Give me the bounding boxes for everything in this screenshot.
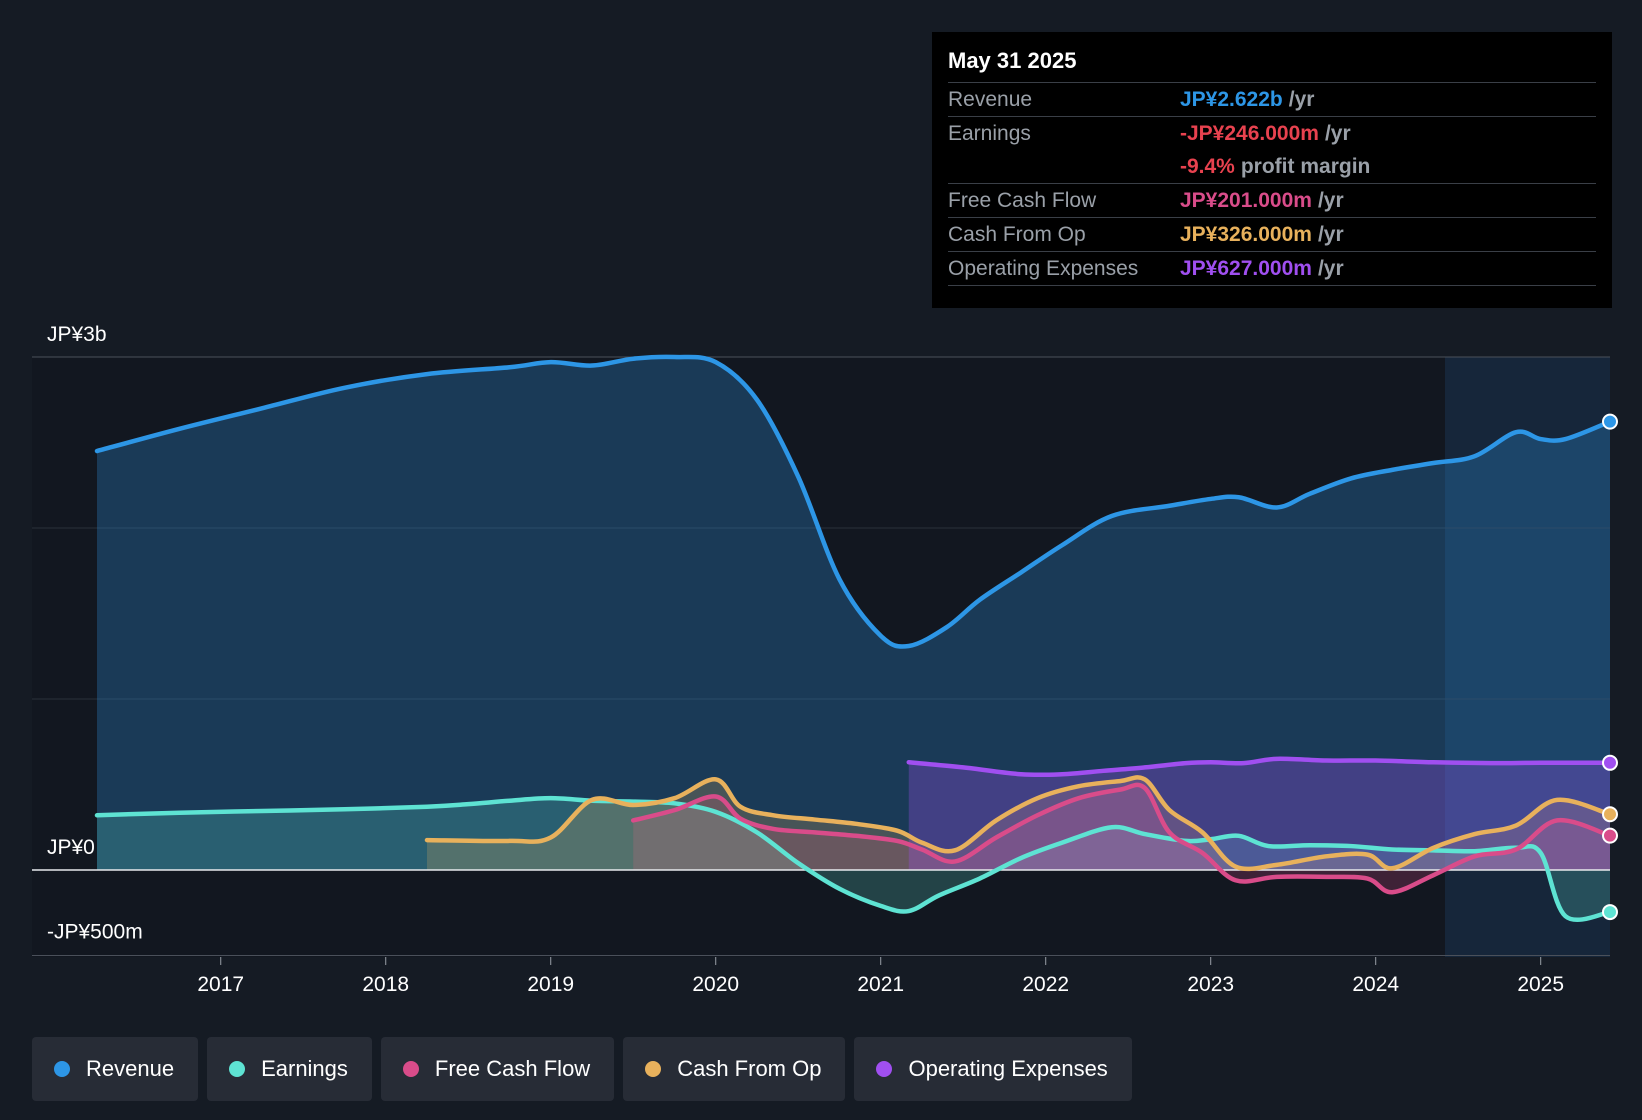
tooltip-unit: /yr: [1288, 88, 1315, 111]
tooltip-unit: /yr: [1317, 223, 1344, 246]
tooltip-value: JP¥201.000m: [1180, 189, 1312, 212]
x-axis-tick-label: 2017: [197, 973, 244, 996]
legend-item-earnings[interactable]: Earnings: [207, 1037, 372, 1101]
legend-dot-icon: [876, 1061, 893, 1077]
tooltip-panel: May 31 2025 Revenue JP¥2.622b/yr Earning…: [932, 32, 1612, 308]
x-axis-tick-label: 2018: [362, 973, 409, 996]
x-axis-tick-label: 2019: [527, 973, 574, 996]
tooltip-value: -JP¥246.000m: [1180, 122, 1319, 145]
y-axis-label: JP¥3b: [47, 323, 107, 346]
tooltip-label: Cash From Op: [948, 223, 1086, 246]
series-end-marker-cash-from-op: [1602, 806, 1618, 823]
tooltip-label: Free Cash Flow: [948, 189, 1097, 212]
legend: Revenue Earnings Free Cash Flow Cash Fro…: [32, 1037, 1132, 1101]
tooltip-row-cfo: Cash From Op JP¥326.000m/yr: [948, 218, 1596, 252]
x-axis-tick-label: 2024: [1352, 973, 1399, 996]
series-area-revenue: [97, 356, 1610, 871]
tooltip-value: JP¥2.622b: [1180, 88, 1283, 111]
legend-label: Operating Expenses: [908, 1056, 1108, 1081]
legend-item-operating-expenses[interactable]: Operating Expenses: [854, 1037, 1132, 1101]
series-end-marker-revenue: [1602, 413, 1618, 430]
x-axis-tick-label: 2025: [1517, 973, 1564, 996]
tooltip-row-fcf: Free Cash Flow JP¥201.000m/yr: [948, 184, 1596, 218]
tooltip-value: -9.4%: [1180, 155, 1235, 178]
series-line-operating-expenses: [906, 756, 1613, 778]
x-axis-tick-label: 2023: [1187, 973, 1234, 996]
series-area-free-cash-flow: [633, 784, 1610, 893]
x-axis-tick-label: 2022: [1022, 973, 1069, 996]
series-end-marker-earnings: [1602, 904, 1618, 921]
series-line-earnings: [94, 795, 1613, 923]
tooltip-label: Earnings: [948, 122, 1031, 145]
tooltip-unit: /yr: [1324, 122, 1351, 145]
legend-dot-icon: [402, 1061, 419, 1077]
series-end-marker-operating-expenses: [1602, 754, 1618, 771]
y-axis-label: JP¥0: [47, 836, 95, 859]
legend-dot-icon: [645, 1061, 662, 1077]
series-area-earnings: [97, 798, 1610, 920]
tooltip-label: Operating Expenses: [948, 257, 1139, 280]
series-line-free-cash-flow: [630, 782, 1613, 895]
legend-label: Free Cash Flow: [434, 1056, 591, 1081]
legend-label: Cash From Op: [677, 1056, 822, 1081]
tooltip-unit: profit margin: [1240, 155, 1371, 178]
x-axis-tick-label: 2021: [857, 973, 904, 996]
tooltip-unit: /yr: [1317, 257, 1344, 280]
tooltip-date: May 31 2025: [948, 46, 1596, 83]
legend-item-revenue[interactable]: Revenue: [32, 1037, 199, 1101]
legend-item-free-cash-flow[interactable]: Free Cash Flow: [380, 1037, 615, 1101]
legend-label: Revenue: [86, 1056, 175, 1081]
series-end-marker-free-cash-flow: [1602, 827, 1618, 844]
legend-item-cash-from-op[interactable]: Cash From Op: [623, 1037, 846, 1101]
y-axis-label: -JP¥500m: [47, 921, 143, 944]
tooltip-value: JP¥627.000m: [1180, 257, 1312, 280]
tooltip-label: [948, 150, 1180, 183]
tooltip-unit: /yr: [1317, 189, 1344, 212]
series-line-cash-from-op: [424, 775, 1613, 872]
tooltip-row-opex: Operating Expenses JP¥627.000m/yr: [948, 252, 1596, 286]
tooltip-row-margin: -9.4% profit margin: [948, 150, 1596, 184]
tooltip-value: JP¥326.000m: [1180, 223, 1312, 246]
tooltip-row-revenue: Revenue JP¥2.622b/yr: [948, 83, 1596, 117]
tooltip-row-earnings: Earnings -JP¥246.000m/yr: [948, 117, 1596, 150]
series-line-revenue: [94, 354, 1613, 649]
tooltip-label: Revenue: [948, 88, 1033, 111]
legend-dot-icon: [54, 1061, 70, 1077]
legend-label: Earnings: [261, 1056, 348, 1081]
legend-dot-icon: [229, 1061, 246, 1077]
x-axis-tick-label: 2020: [692, 973, 739, 996]
